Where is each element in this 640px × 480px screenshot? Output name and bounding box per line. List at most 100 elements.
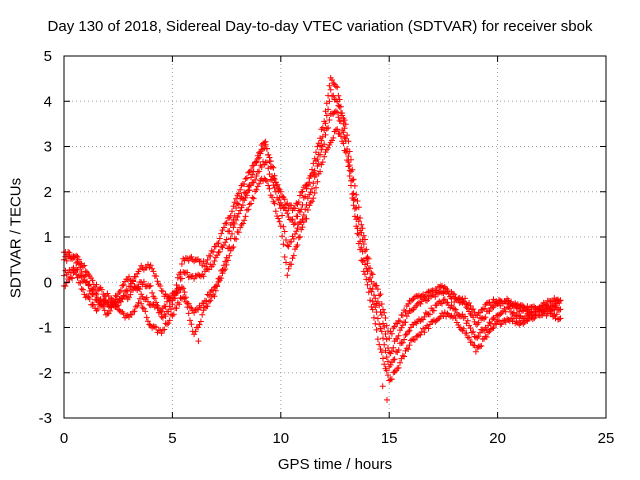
data-point (231, 220, 238, 227)
data-point (538, 303, 544, 310)
data-point (313, 172, 319, 178)
data-point (295, 234, 302, 241)
data-point (477, 329, 483, 336)
data-point (468, 329, 475, 336)
data-point (309, 185, 315, 192)
data-point (204, 291, 211, 298)
data-point (321, 153, 328, 160)
data-point (341, 117, 348, 124)
data-point (248, 200, 254, 207)
data-point (294, 213, 301, 220)
data-point (218, 230, 225, 237)
data-point (169, 301, 176, 308)
data-point (464, 317, 471, 324)
data-point (422, 293, 429, 300)
data-point (346, 167, 353, 174)
data-point (401, 353, 408, 360)
data-point (319, 133, 326, 140)
data-point (223, 254, 230, 261)
data-point (270, 175, 277, 181)
data-point (143, 294, 150, 301)
data-point (380, 335, 386, 342)
data-point (388, 330, 395, 337)
data-point (391, 356, 398, 363)
data-point (157, 309, 164, 316)
data-point (225, 257, 231, 264)
data-point (440, 284, 447, 291)
data-point (329, 137, 335, 144)
data-point (463, 330, 470, 337)
data-point (173, 305, 180, 312)
data-point (157, 283, 164, 289)
data-point (420, 325, 427, 332)
data-point (426, 288, 433, 295)
data-point (93, 291, 100, 298)
data-point (158, 330, 165, 337)
data-point (357, 215, 364, 221)
y-tick-label: 1 (44, 229, 52, 246)
data-point (174, 299, 181, 306)
data-point (367, 265, 374, 272)
y-tick-label: 0 (44, 274, 52, 291)
data-point (226, 228, 233, 234)
data-point (299, 224, 306, 231)
data-point (84, 293, 90, 299)
data-point (557, 306, 564, 313)
data-point (405, 301, 412, 307)
data-point (135, 299, 142, 306)
data-point (424, 289, 431, 296)
data-point (229, 208, 235, 215)
data-point (90, 286, 97, 293)
data-point (222, 258, 229, 265)
data-point (359, 258, 366, 264)
data-point (132, 303, 139, 310)
data-point (411, 319, 418, 326)
data-point (275, 215, 282, 222)
data-point (200, 307, 207, 314)
data-point (204, 303, 211, 310)
data-point (162, 303, 169, 310)
data-point (237, 207, 244, 214)
data-point (270, 164, 277, 171)
data-point (374, 286, 381, 293)
data-point (206, 298, 212, 305)
data-point (380, 306, 386, 313)
data-point (285, 243, 292, 250)
data-points (61, 74, 564, 403)
data-point (521, 304, 528, 311)
data-point (181, 295, 188, 302)
data-point (402, 308, 409, 315)
data-point (321, 141, 328, 148)
data-point (127, 291, 134, 298)
data-point (124, 276, 131, 283)
data-point (203, 260, 210, 267)
data-point (241, 181, 248, 188)
data-point (406, 327, 413, 334)
data-point (498, 321, 505, 327)
data-point (115, 299, 122, 306)
data-point (237, 186, 244, 193)
data-point (140, 278, 147, 285)
data-point (234, 214, 241, 220)
data-point (330, 80, 337, 87)
data-point (119, 282, 126, 289)
data-point (292, 220, 298, 226)
data-point (277, 205, 284, 212)
data-point (362, 261, 368, 268)
data-point (89, 287, 96, 293)
data-point (462, 295, 469, 302)
data-point (159, 288, 166, 295)
data-point (472, 334, 479, 341)
data-point (403, 345, 410, 352)
data-point (284, 210, 291, 217)
data-point (140, 305, 147, 312)
data-point (215, 240, 222, 247)
data-point (466, 300, 473, 306)
data-point (279, 193, 286, 200)
data-point (433, 287, 440, 294)
data-point (382, 315, 389, 321)
data-point (369, 271, 376, 278)
data-point (180, 285, 187, 292)
data-point (192, 328, 199, 335)
data-point (380, 320, 386, 327)
